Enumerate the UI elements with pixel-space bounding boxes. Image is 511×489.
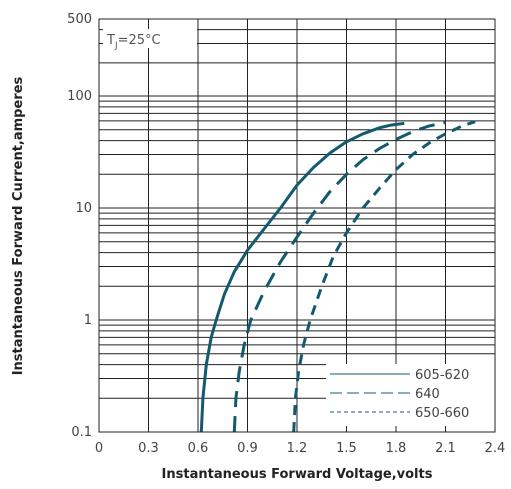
x-tick-label-3: 0.9 [237,441,258,456]
annotation-background [103,29,197,48]
tick-labels: 0 0.3 0.6 0.9 1.2 1.5 1.8 2.1 2.4 0.1 1 10 100 500 [67,12,505,456]
grid [98,18,496,433]
x-axis-label: Instantaneous Forward Voltage,volts [162,467,433,482]
x-tick-label-4: 1.2 [287,441,308,456]
x-tick-label-5: 1.5 [336,441,357,456]
y-axis-label: Instantaneous Forward Current,amperes [11,76,26,375]
series-layer [199,120,476,433]
y-tick-label-0: 0.1 [71,425,92,440]
y-tick-label-4: 500 [67,12,92,27]
x-tick-label-8: 2.4 [485,441,506,456]
temperature-annotation: TJ=25°C [103,29,197,51]
y-tick-label-1: 1 [84,313,92,328]
y-tick-label-3: 100 [67,89,92,104]
x-tick-label-6: 1.8 [386,441,407,456]
series-line-650-660 [292,120,476,433]
legend-label-605-620: 605-620 [415,368,469,383]
x-tick-label-1: 0.3 [138,441,159,456]
legend-label-640: 640 [415,387,440,402]
x-tick-label-2: 0.6 [188,441,209,456]
x-tick-label-7: 2.1 [435,441,456,456]
legend: 605-620 640 650-660 [326,364,496,426]
y-tick-label-2: 10 [75,201,92,216]
legend-background [326,364,496,426]
series-line-640 [232,121,446,433]
annotation-text: TJ=25°C [106,33,161,51]
series-line-605-620 [199,121,405,433]
legend-label-650-660: 650-660 [415,406,469,421]
plot-frame [98,18,496,433]
x-tick-label-0: 0 [95,441,103,456]
